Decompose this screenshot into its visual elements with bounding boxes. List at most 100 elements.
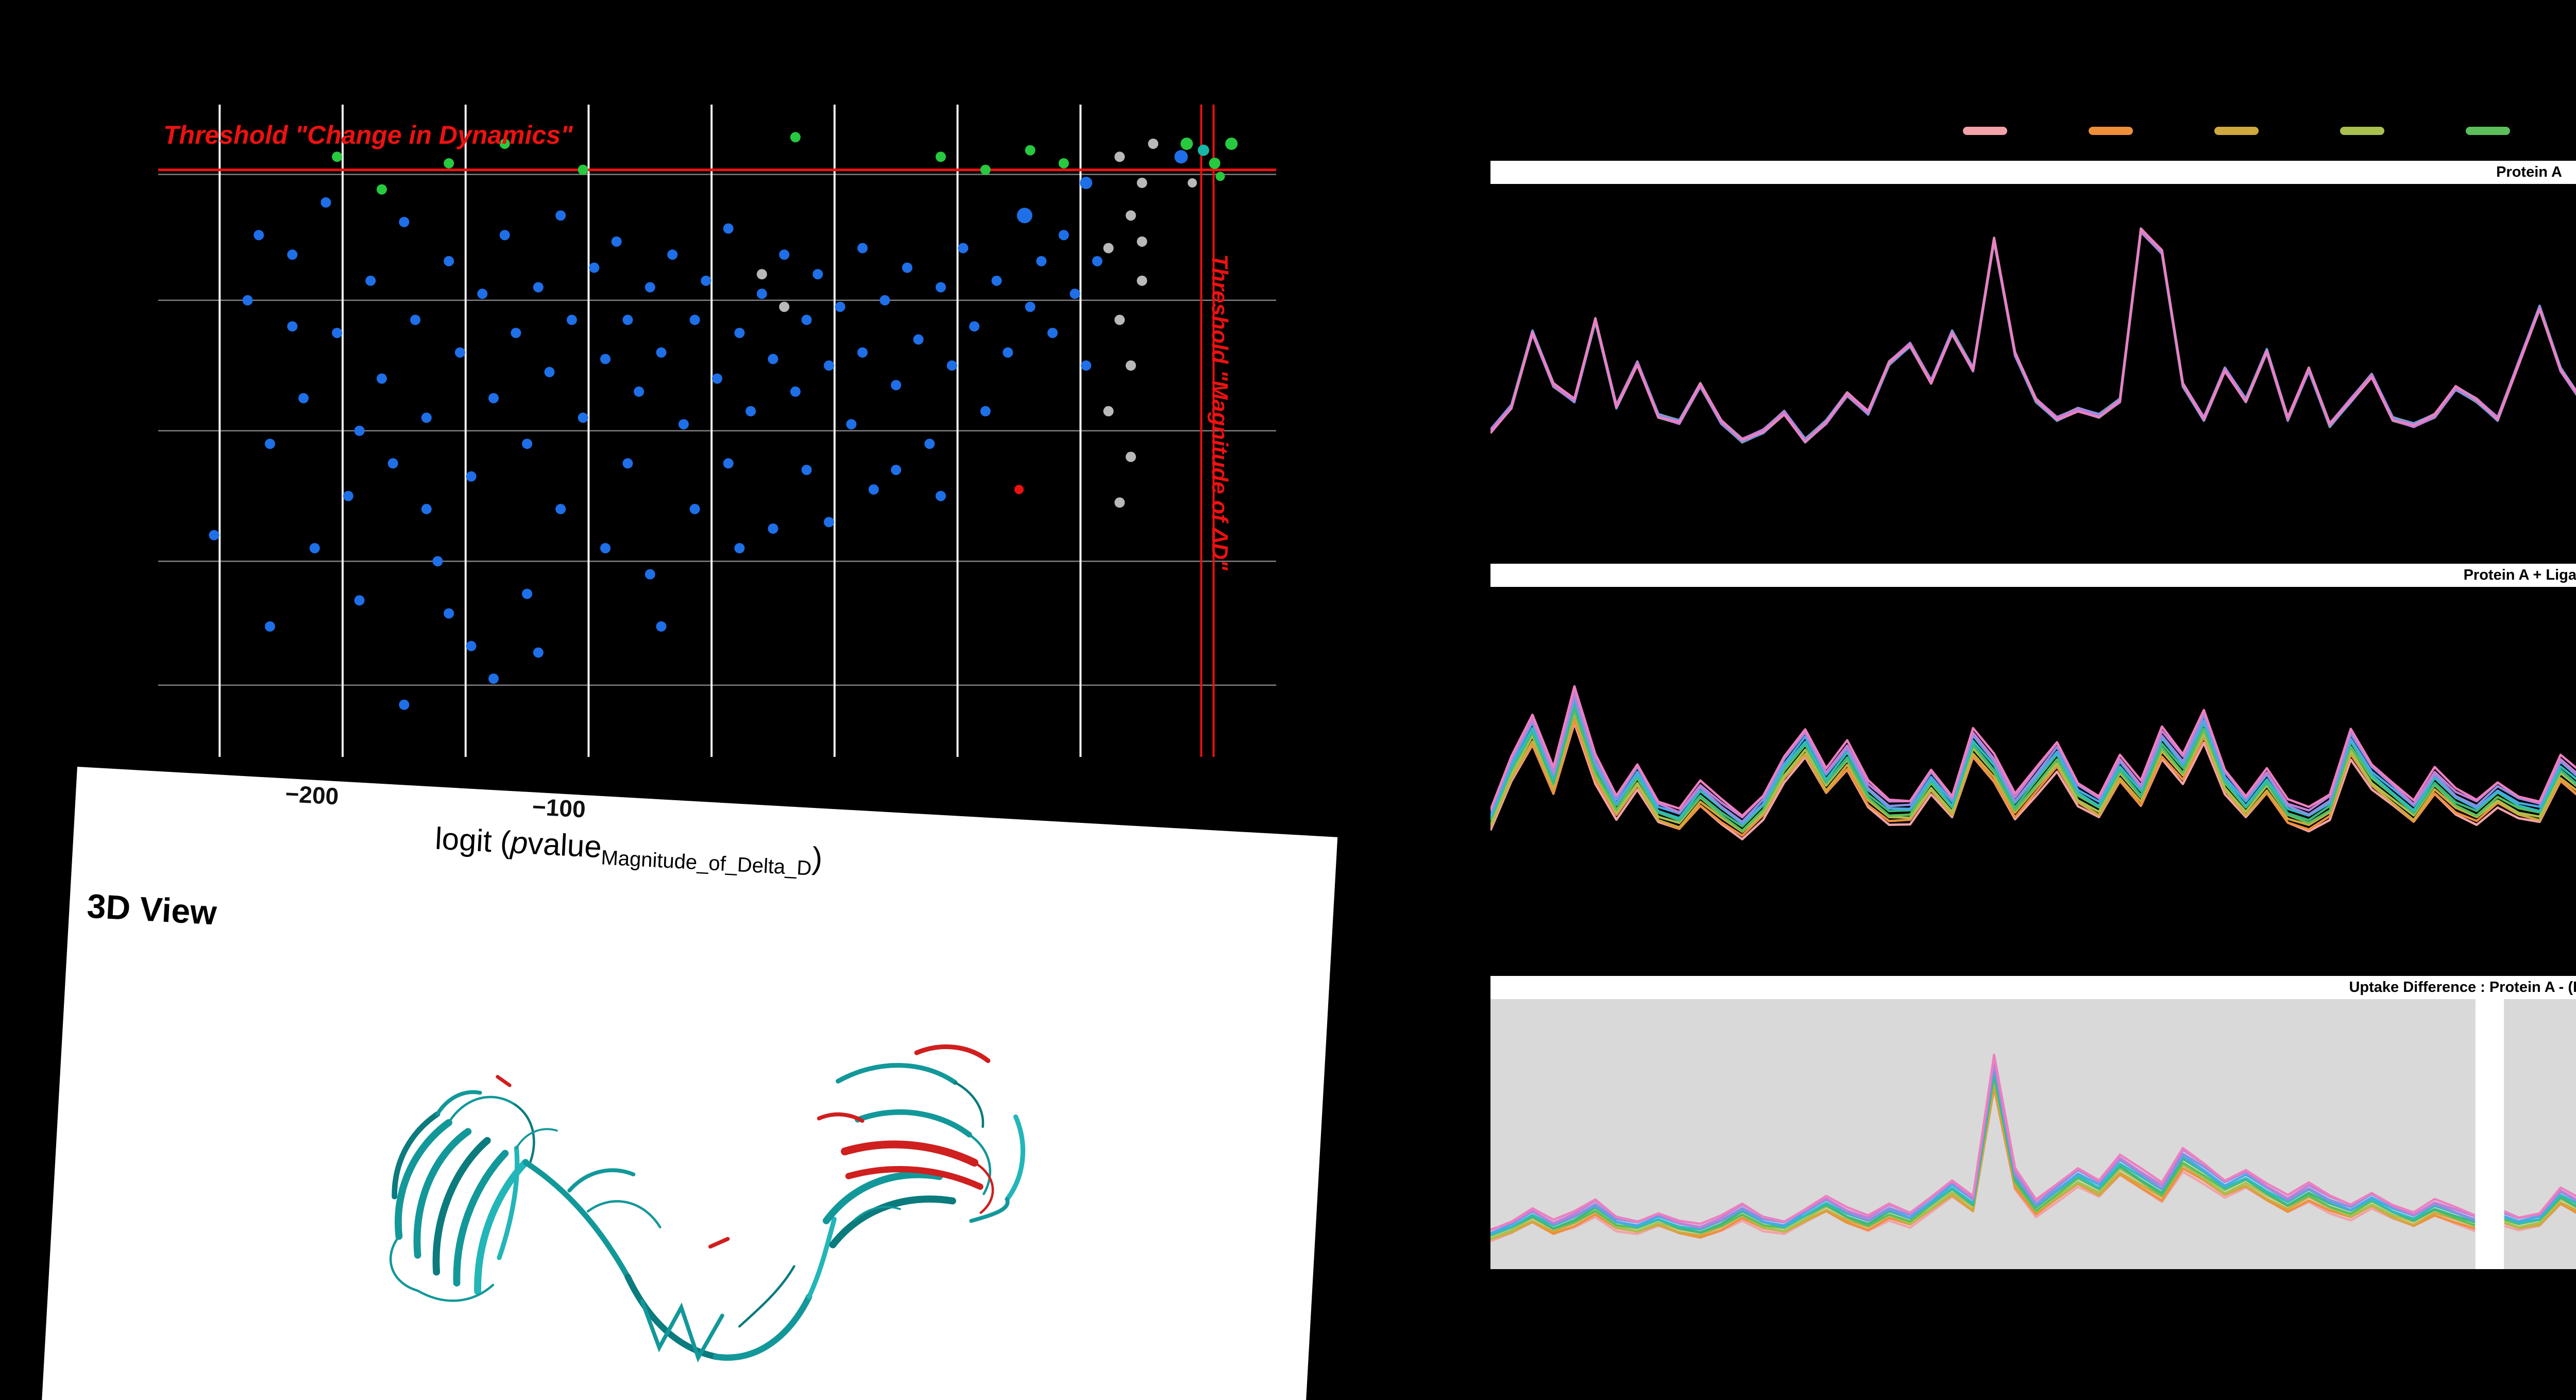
scatter-point[interactable] — [1197, 144, 1209, 156]
scatter-point[interactable] — [365, 275, 376, 286]
scatter-point[interactable] — [466, 640, 477, 651]
scatter-point[interactable] — [1209, 157, 1221, 169]
protein-structure[interactable] — [170, 964, 1250, 1400]
scatter-point[interactable] — [723, 223, 734, 234]
scatter-point[interactable] — [578, 164, 588, 175]
scatter-point[interactable] — [1125, 210, 1136, 221]
scatter-point[interactable] — [812, 269, 823, 280]
scatter-point[interactable] — [1016, 208, 1032, 224]
scatter-point[interactable] — [1092, 256, 1103, 266]
scatter-point[interactable] — [533, 647, 544, 658]
structure-3d-panel[interactable]: 3D View — [40, 767, 1338, 1400]
scatter-point[interactable] — [265, 438, 275, 449]
scatter-point[interactable] — [857, 243, 868, 254]
series-line[interactable] — [1490, 648, 2576, 833]
series-line[interactable] — [1490, 231, 2576, 467]
scatter-point[interactable] — [578, 412, 588, 423]
scatter-point[interactable] — [768, 353, 778, 364]
scatter-point[interactable] — [790, 386, 801, 397]
legend-swatch[interactable] — [1963, 127, 2007, 135]
scatter-point[interactable] — [488, 393, 499, 403]
scatter-point[interactable] — [454, 347, 465, 358]
scatter-point[interactable] — [253, 230, 264, 241]
volcano-plot-canvas[interactable] — [158, 105, 1276, 757]
scatter-point[interactable] — [1047, 328, 1058, 339]
scatter-point[interactable] — [555, 503, 566, 514]
scatter-point[interactable] — [265, 621, 275, 632]
legend-swatch[interactable] — [2340, 127, 2384, 135]
scatter-point[interactable] — [645, 282, 655, 293]
scatter-point[interactable] — [1103, 406, 1114, 417]
scatter-point[interactable] — [879, 295, 890, 306]
series-line[interactable] — [1490, 619, 2576, 817]
scatter-point[interactable] — [634, 386, 645, 397]
scatter-point[interactable] — [712, 373, 722, 384]
scatter-point[interactable] — [1070, 289, 1080, 299]
scatter-point[interactable] — [555, 210, 566, 221]
legend-swatch[interactable] — [2214, 127, 2259, 135]
scatter-point[interactable] — [1174, 150, 1188, 164]
chart-protein-a[interactable] — [1490, 184, 2576, 550]
scatter-point[interactable] — [1025, 145, 1036, 156]
scatter-point[interactable] — [444, 608, 454, 619]
scatter-point[interactable] — [958, 243, 969, 254]
series-line[interactable] — [1490, 1053, 2576, 1234]
scatter-point[interactable] — [466, 471, 477, 482]
scatter-point[interactable] — [377, 373, 387, 384]
scatter-point[interactable] — [779, 301, 790, 312]
series-line[interactable] — [1490, 1067, 2576, 1238]
legend-swatch[interactable] — [2466, 127, 2510, 135]
series-line[interactable] — [1490, 230, 2576, 447]
scatter-point[interactable] — [589, 262, 600, 273]
scatter-point[interactable] — [354, 426, 365, 436]
scatter-point[interactable] — [1114, 151, 1125, 162]
series-line[interactable] — [1490, 231, 2576, 495]
scatter-point[interactable] — [891, 380, 902, 391]
scatter-point[interactable] — [566, 314, 577, 325]
scatter-point[interactable] — [242, 295, 253, 306]
scatter-point[interactable] — [656, 621, 667, 632]
scatter-point[interactable] — [287, 249, 298, 260]
scatter-point[interactable] — [387, 458, 398, 469]
series-line[interactable] — [1490, 227, 2576, 444]
scatter-point[interactable] — [298, 393, 309, 403]
scatter-point[interactable] — [1114, 314, 1125, 325]
chart-uptake-difference[interactable] — [1490, 999, 2576, 1269]
scatter-point[interactable] — [622, 458, 633, 469]
chart-protein-a-ligand[interactable] — [1490, 587, 2576, 967]
scatter-point[interactable] — [991, 275, 1002, 286]
scatter-point[interactable] — [1036, 256, 1047, 266]
scatter-point[interactable] — [1180, 137, 1193, 150]
scatter-point[interactable] — [511, 328, 521, 339]
scatter-point[interactable] — [410, 314, 421, 325]
scatter-point[interactable] — [377, 184, 387, 195]
scatter-point[interactable] — [936, 151, 946, 162]
scatter-point[interactable] — [980, 164, 991, 175]
scatter-point[interactable] — [689, 503, 700, 514]
scatter-point[interactable] — [309, 543, 320, 553]
scatter-point[interactable] — [499, 138, 510, 149]
scatter-point[interactable] — [891, 464, 902, 475]
scatter-point[interactable] — [790, 132, 801, 143]
scatter-point[interactable] — [1137, 236, 1147, 247]
scatter-point[interactable] — [432, 556, 443, 567]
scatter-point[interactable] — [1058, 230, 1069, 241]
scatter-point[interactable] — [1215, 172, 1225, 181]
series-line[interactable] — [1490, 227, 2576, 457]
scatter-point[interactable] — [399, 699, 410, 710]
scatter-point[interactable] — [1103, 243, 1114, 254]
scatter-point[interactable] — [622, 314, 633, 325]
scatter-point[interactable] — [946, 360, 957, 371]
scatter-point[interactable] — [689, 314, 700, 325]
scatter-point[interactable] — [1188, 178, 1197, 188]
scatter-point[interactable] — [444, 158, 454, 168]
scatter-point[interactable] — [779, 249, 790, 260]
scatter-point[interactable] — [701, 275, 711, 286]
scatter-point[interactable] — [499, 230, 510, 241]
series-line[interactable] — [1490, 227, 2576, 483]
scatter-point[interactable] — [902, 262, 912, 273]
scatter-point[interactable] — [913, 334, 924, 345]
scatter-point[interactable] — [936, 491, 946, 501]
scatter-point[interactable] — [1025, 301, 1036, 312]
legend-swatch[interactable] — [2089, 127, 2133, 135]
